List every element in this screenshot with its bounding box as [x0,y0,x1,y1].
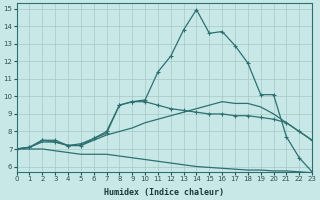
X-axis label: Humidex (Indice chaleur): Humidex (Indice chaleur) [104,188,224,197]
